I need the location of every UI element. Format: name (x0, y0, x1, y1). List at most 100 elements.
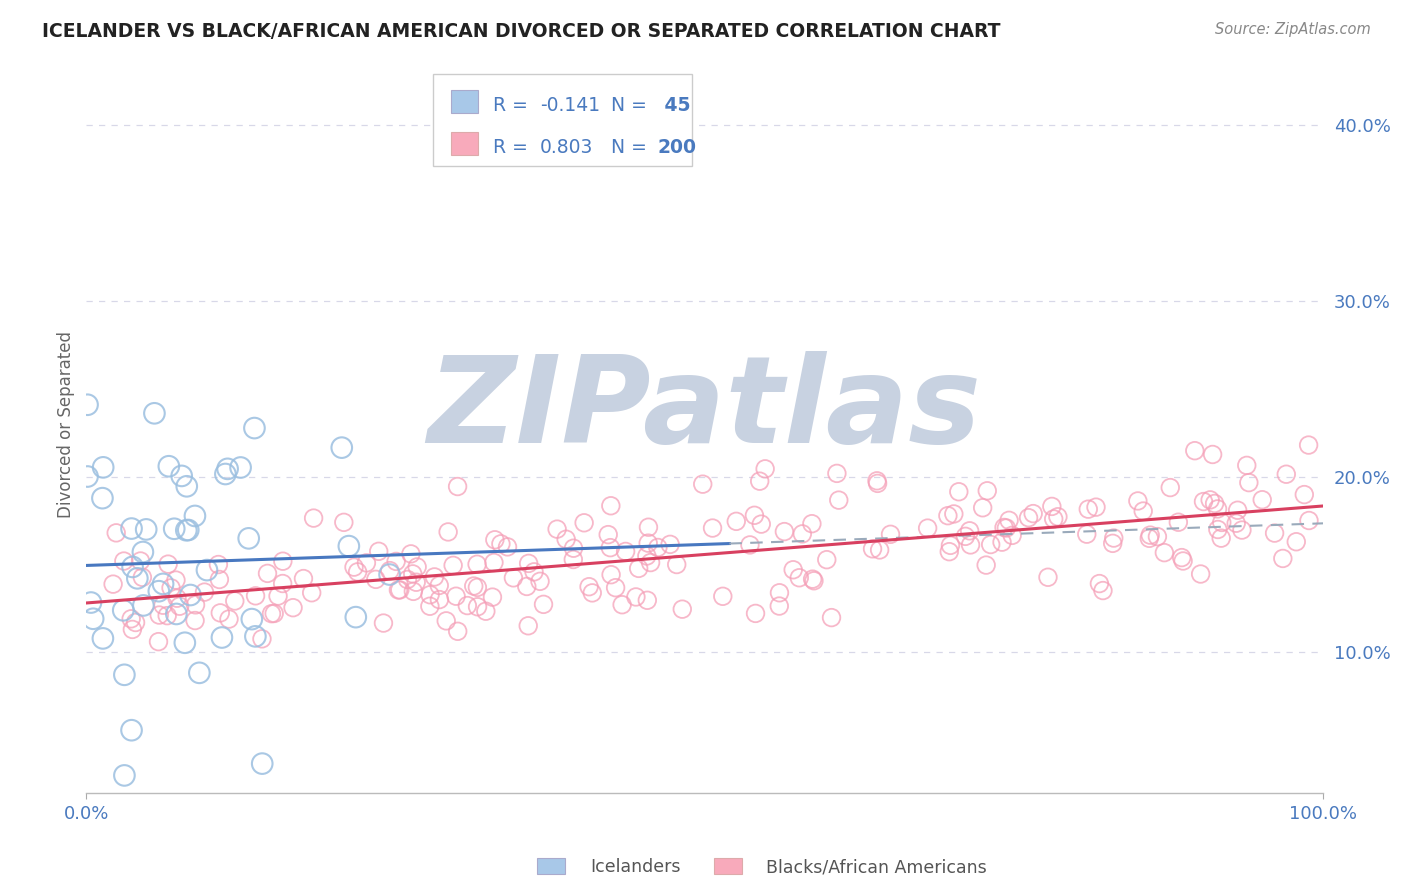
Point (529, 574, 551, 589)
Point (1211, 531, 1233, 545)
Point (176, 523, 198, 537)
Point (112, 768, 135, 782)
Point (163, 522, 186, 536)
Point (879, 527, 901, 541)
Point (80, 595, 103, 609)
Point (188, 665, 211, 680)
Point (976, 483, 998, 498)
Point (120, 612, 142, 626)
Point (1046, 509, 1069, 524)
Point (1294, 487, 1316, 501)
Point (127, 571, 149, 585)
Point (917, 521, 939, 535)
Point (91, 460, 114, 475)
Point (636, 593, 658, 607)
Point (356, 556, 378, 570)
Text: 200: 200 (658, 138, 696, 157)
Point (267, 589, 290, 603)
Point (773, 524, 796, 539)
Point (496, 540, 519, 554)
Point (754, 462, 776, 476)
Point (637, 536, 659, 550)
Point (405, 575, 427, 590)
Point (121, 560, 143, 574)
Point (749, 517, 772, 532)
Point (101, 577, 124, 591)
Point (378, 567, 401, 582)
Point (1199, 492, 1222, 507)
Point (1236, 458, 1258, 473)
Point (344, 610, 367, 624)
Point (516, 579, 538, 593)
Point (152, 577, 174, 591)
Point (467, 581, 489, 595)
Point (1076, 527, 1098, 541)
Point (143, 406, 166, 420)
Point (399, 547, 422, 561)
Point (271, 576, 294, 591)
Point (866, 474, 889, 488)
Point (1204, 496, 1226, 510)
Point (1042, 512, 1064, 526)
Text: Blacks/African Americans: Blacks/African Americans (766, 858, 987, 876)
Point (148, 608, 170, 623)
Text: ICELANDER VS BLACK/AFRICAN AMERICAN DIVORCED OR SEPARATED CORRELATION CHART: ICELANDER VS BLACK/AFRICAN AMERICAN DIVO… (42, 22, 1001, 41)
Point (1225, 516, 1247, 531)
Point (1206, 523, 1229, 537)
Point (208, 573, 231, 587)
Point (165, 607, 187, 621)
Point (112, 668, 135, 682)
Point (598, 527, 620, 541)
Point (1132, 504, 1154, 518)
Point (76, 398, 98, 412)
Y-axis label: Divorced or Separated: Divorced or Separated (58, 331, 75, 517)
Point (600, 567, 623, 582)
Point (562, 552, 585, 566)
Point (184, 598, 207, 612)
Text: N =: N = (610, 95, 652, 115)
Point (1146, 530, 1168, 544)
Point (224, 594, 246, 608)
Point (959, 524, 981, 538)
Point (346, 565, 368, 579)
Point (82, 612, 104, 626)
Point (578, 580, 600, 594)
Point (419, 588, 441, 602)
Point (768, 586, 790, 600)
Point (640, 556, 662, 570)
Point (869, 543, 891, 558)
Point (1226, 503, 1249, 517)
Point (959, 538, 981, 552)
Point (184, 508, 207, 523)
Point (1206, 502, 1229, 516)
Point (129, 554, 152, 568)
Point (152, 599, 174, 613)
Point (260, 607, 283, 621)
Point (388, 582, 411, 597)
Point (636, 549, 658, 563)
Point (378, 564, 401, 578)
Point (121, 623, 143, 637)
Point (91, 491, 114, 505)
Point (533, 598, 555, 612)
Point (605, 581, 627, 595)
Point (801, 572, 824, 586)
Point (1275, 467, 1298, 482)
Point (240, 612, 263, 626)
Point (243, 421, 266, 435)
Point (825, 467, 848, 481)
Point (343, 560, 366, 574)
Point (972, 500, 994, 515)
Point (1137, 531, 1160, 545)
Point (124, 615, 146, 630)
Point (245, 589, 267, 603)
Point (782, 563, 804, 577)
Point (1036, 570, 1059, 584)
Point (647, 541, 669, 555)
Point (1171, 554, 1194, 568)
Point (444, 589, 467, 603)
Point (993, 520, 1015, 534)
Point (692, 477, 714, 491)
Point (768, 599, 790, 613)
Point (744, 607, 766, 621)
